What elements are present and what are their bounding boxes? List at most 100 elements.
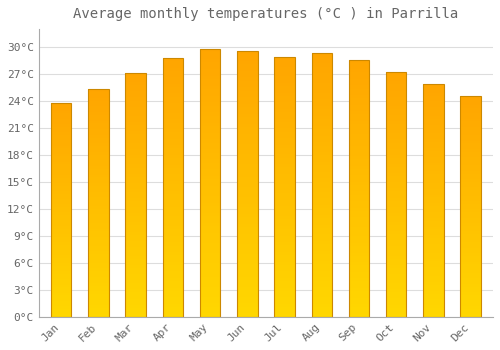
Bar bbox=[51, 287, 72, 290]
Bar bbox=[423, 259, 444, 261]
Bar bbox=[349, 72, 370, 76]
Bar bbox=[423, 84, 444, 87]
Bar bbox=[51, 135, 72, 138]
Bar bbox=[200, 303, 220, 307]
Bar bbox=[51, 119, 72, 121]
Bar bbox=[162, 164, 183, 168]
Bar bbox=[237, 294, 258, 297]
Bar bbox=[349, 156, 370, 159]
Bar bbox=[274, 174, 295, 177]
Bar bbox=[312, 70, 332, 73]
Bar bbox=[126, 128, 146, 131]
Bar bbox=[460, 174, 481, 176]
Bar bbox=[51, 250, 72, 253]
Bar bbox=[237, 290, 258, 294]
Bar bbox=[162, 100, 183, 103]
Bar bbox=[274, 180, 295, 184]
Bar bbox=[312, 126, 332, 129]
Bar bbox=[460, 97, 481, 99]
Bar bbox=[200, 180, 220, 183]
Bar bbox=[126, 174, 146, 177]
Bar bbox=[423, 256, 444, 259]
Bar bbox=[200, 153, 220, 156]
Bar bbox=[200, 183, 220, 186]
Bar bbox=[126, 268, 146, 271]
Bar bbox=[423, 125, 444, 128]
Bar bbox=[51, 156, 72, 159]
Bar bbox=[460, 190, 481, 193]
Bar bbox=[162, 110, 183, 113]
Bar bbox=[349, 185, 370, 188]
Bar bbox=[126, 137, 146, 140]
Bar bbox=[237, 91, 258, 94]
Bar bbox=[237, 150, 258, 154]
Bar bbox=[460, 168, 481, 171]
Bar bbox=[349, 137, 370, 140]
Bar bbox=[274, 190, 295, 193]
Bar bbox=[88, 175, 108, 177]
Bar bbox=[460, 237, 481, 240]
Bar bbox=[51, 204, 72, 207]
Bar bbox=[162, 255, 183, 259]
Bar bbox=[88, 274, 108, 277]
Bar bbox=[460, 218, 481, 220]
Bar bbox=[349, 79, 370, 82]
Bar bbox=[423, 273, 444, 276]
Bar bbox=[51, 210, 72, 212]
Bar bbox=[237, 157, 258, 160]
Bar bbox=[200, 133, 220, 136]
Bar bbox=[126, 311, 146, 314]
Bar bbox=[274, 141, 295, 145]
Bar bbox=[460, 141, 481, 143]
Bar bbox=[88, 192, 108, 195]
Bar bbox=[274, 278, 295, 281]
Bar bbox=[312, 129, 332, 132]
Bar bbox=[274, 219, 295, 223]
Bar bbox=[162, 233, 183, 236]
Bar bbox=[51, 103, 72, 105]
Bar bbox=[349, 121, 370, 124]
Bar bbox=[200, 290, 220, 293]
Bar bbox=[460, 292, 481, 295]
Bar bbox=[423, 154, 444, 157]
Bar bbox=[312, 290, 332, 294]
Bar bbox=[200, 213, 220, 216]
Bar bbox=[349, 307, 370, 310]
Bar bbox=[162, 97, 183, 100]
Bar bbox=[460, 259, 481, 262]
Bar bbox=[237, 184, 258, 187]
Bar bbox=[312, 314, 332, 317]
Bar bbox=[349, 301, 370, 304]
Bar bbox=[460, 314, 481, 317]
Bar bbox=[423, 247, 444, 250]
Bar bbox=[312, 202, 332, 205]
Bar bbox=[200, 257, 220, 260]
Bar bbox=[162, 103, 183, 106]
Bar bbox=[460, 287, 481, 289]
Bar bbox=[386, 118, 406, 121]
Bar bbox=[274, 57, 295, 317]
Bar bbox=[423, 168, 444, 171]
Bar bbox=[386, 188, 406, 191]
Bar bbox=[126, 76, 146, 79]
Bar bbox=[51, 266, 72, 269]
Bar bbox=[423, 302, 444, 305]
Bar bbox=[51, 277, 72, 279]
Bar bbox=[200, 260, 220, 263]
Bar bbox=[274, 109, 295, 112]
Bar bbox=[237, 284, 258, 287]
Bar bbox=[51, 282, 72, 285]
Bar bbox=[237, 190, 258, 194]
Bar bbox=[312, 211, 332, 215]
Bar bbox=[386, 100, 406, 103]
Bar bbox=[274, 70, 295, 73]
Bar bbox=[200, 236, 220, 240]
Bar bbox=[126, 73, 146, 76]
Bar bbox=[237, 300, 258, 303]
Bar bbox=[200, 126, 220, 129]
Bar bbox=[423, 151, 444, 154]
Bar bbox=[386, 167, 406, 170]
Bar bbox=[349, 191, 370, 195]
Bar bbox=[88, 234, 108, 237]
Bar bbox=[237, 64, 258, 67]
